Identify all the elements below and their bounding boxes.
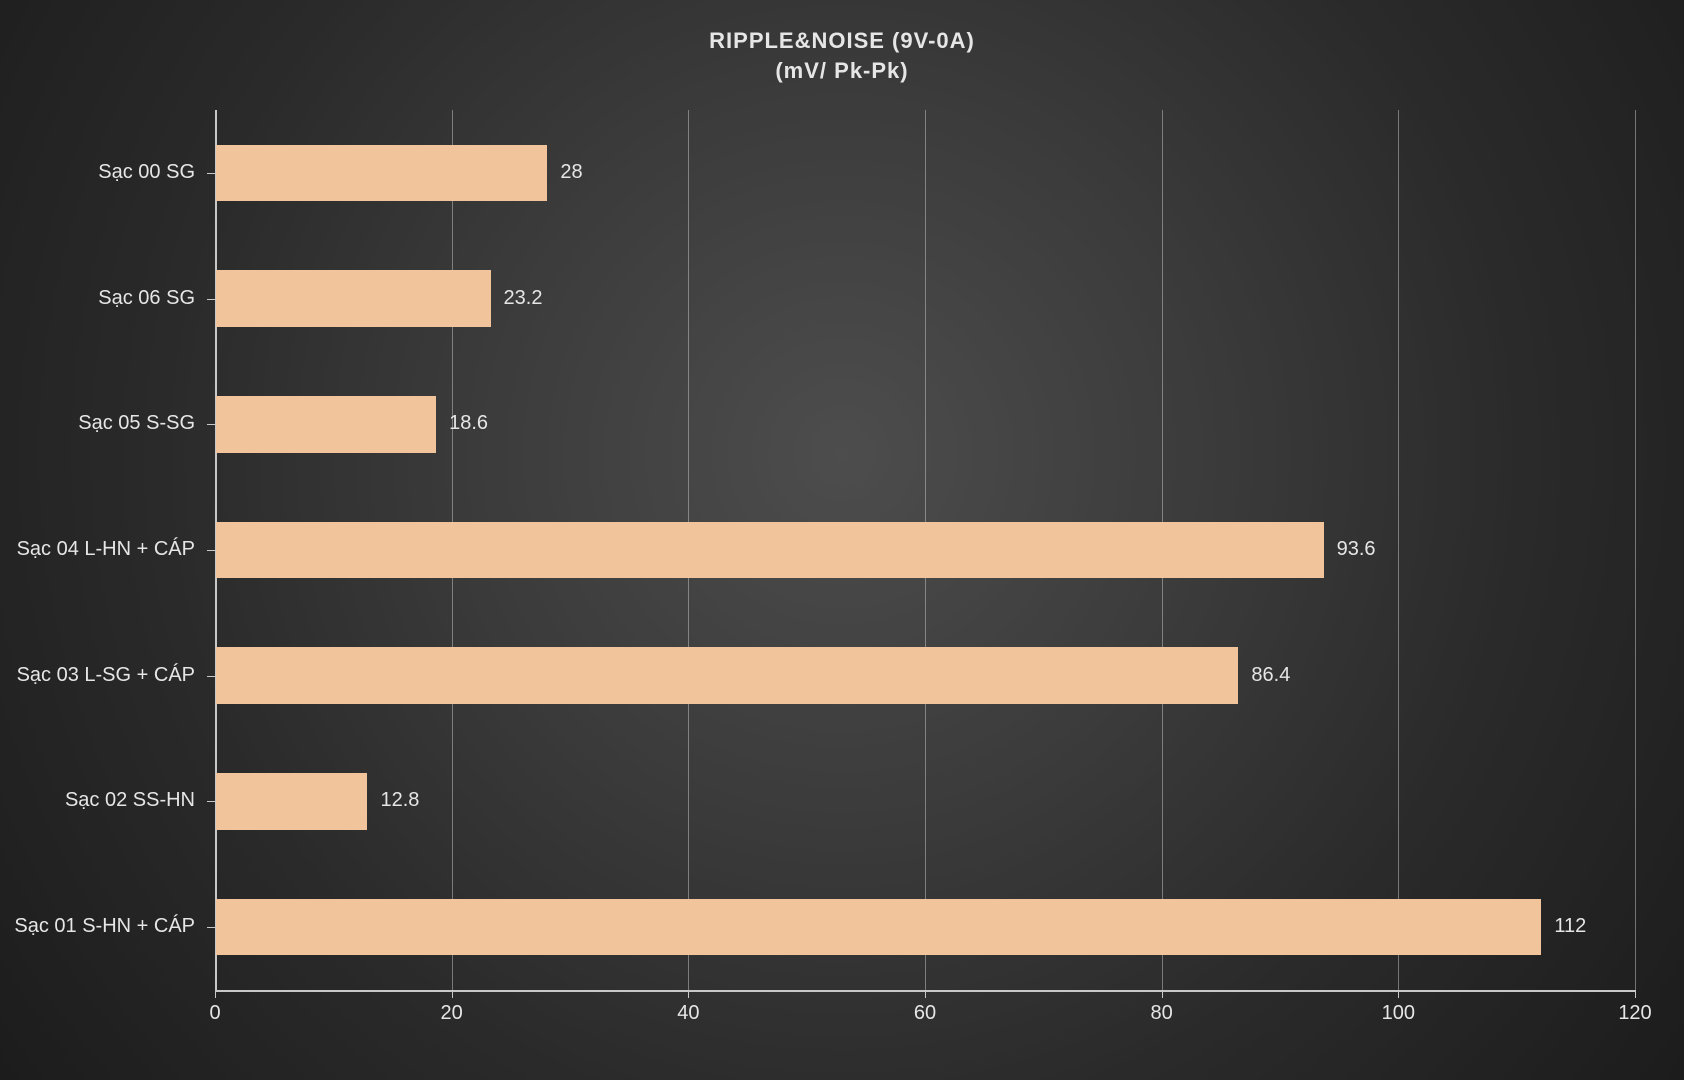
y-category-label: Sạc 04 L-HN + CÁP — [0, 538, 195, 561]
bar — [216, 522, 1324, 579]
bar — [216, 773, 367, 830]
grid-line — [1635, 110, 1636, 990]
y-tick-mark — [207, 299, 215, 300]
x-tick-label: 80 — [1122, 1002, 1202, 1025]
y-tick-mark — [207, 424, 215, 425]
bar-value-label: 18.6 — [449, 412, 488, 435]
x-axis-line — [215, 990, 1635, 992]
y-tick-mark — [207, 550, 215, 551]
y-tick-mark — [207, 927, 215, 928]
bar-value-label: 28 — [560, 161, 582, 184]
x-tick-mark — [1635, 990, 1636, 998]
bar — [216, 647, 1238, 704]
bar-value-label: 112 — [1554, 915, 1586, 938]
chart-title-line2: (mV/ Pk-Pk) — [0, 58, 1684, 84]
y-category-label: Sạc 00 SG — [0, 161, 195, 184]
y-category-label: Sạc 06 SG — [0, 287, 195, 310]
bar — [216, 899, 1541, 956]
plot-area: 28 23.2 18.6 93.6 86.4 12.8 112 — [215, 110, 1635, 990]
bar-value-label: 12.8 — [380, 789, 419, 812]
bar-value-label: 86.4 — [1251, 664, 1290, 687]
x-tick-label: 100 — [1358, 1002, 1438, 1025]
bar — [216, 396, 436, 453]
x-tick-label: 60 — [885, 1002, 965, 1025]
x-tick-label: 120 — [1595, 1002, 1675, 1025]
y-category-label: Sạc 03 L-SG + CÁP — [0, 664, 195, 687]
y-category-label: Sạc 02 SS-HN — [0, 789, 195, 812]
y-tick-mark — [207, 173, 215, 174]
bar — [216, 270, 491, 327]
bar-value-label: 93.6 — [1337, 538, 1376, 561]
y-tick-mark — [207, 801, 215, 802]
x-tick-label: 20 — [412, 1002, 492, 1025]
bar-value-label: 23.2 — [504, 287, 543, 310]
y-tick-mark — [207, 676, 215, 677]
y-category-label: Sạc 05 S-SG — [0, 412, 195, 435]
chart-container: { "chart": { "type": "bar-horizontal", "… — [0, 0, 1684, 1080]
chart-title-line1: RIPPLE&NOISE (9V-0A) — [0, 28, 1684, 54]
bar — [216, 145, 547, 202]
y-category-label: Sạc 01 S-HN + CÁP — [0, 915, 195, 938]
x-tick-label: 40 — [648, 1002, 728, 1025]
x-tick-label: 0 — [175, 1002, 255, 1025]
grid-line — [1398, 110, 1399, 990]
